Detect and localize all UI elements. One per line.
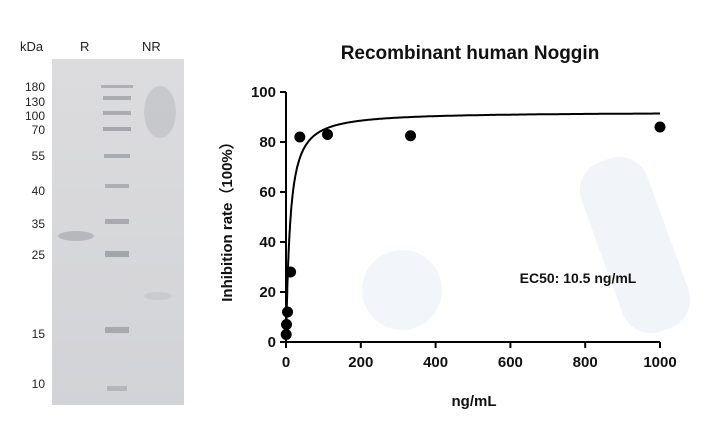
gel-marker-labels: 180 130 100 70 55 40 35 25 15 10 [25,80,45,391]
gel-panel: kDa R NR 180 130 100 70 55 40 [20,39,184,405]
data-point [654,121,666,133]
x-tick-label: 800 [573,354,598,371]
x-tick-label: 600 [498,354,523,371]
x-tick-label: 200 [348,354,373,371]
ladder-band [105,327,129,333]
chart: Recombinant human Noggin 0 20 40 60 80 100 0 2… [218,43,677,410]
marker-label-55: 55 [32,149,46,163]
x-axis: 0 200 400 600 800 1000 [282,341,677,371]
ladder-band [105,184,129,188]
y-tick-label: 20 [259,284,276,301]
band-nonreduced [144,86,176,138]
y-tick-label: 40 [259,234,276,251]
data-point [282,306,294,318]
data-point [294,131,306,143]
band-reduced [58,231,94,241]
gel-lane-label-r: R [80,39,89,54]
gel-unit-label: kDa [20,39,44,54]
watermark [362,156,691,334]
x-tick-label: 400 [423,354,448,371]
marker-label-70: 70 [32,123,46,137]
ladder-band [103,111,131,115]
ladder-band [107,386,127,391]
marker-label-40: 40 [32,184,46,198]
ladder-band [103,96,131,100]
ec50-annotation: EC50: 10.5 ng/mL [520,270,637,286]
y-tick-label: 100 [251,84,276,101]
ladder-lane [101,85,133,391]
x-tick-label: 1000 [643,354,676,371]
marker-label-130: 130 [25,95,45,109]
y-axis: 0 20 40 60 80 100 [251,84,287,351]
band-nonreduced-faint [144,292,172,300]
gel-lane-label-nr: NR [142,39,161,54]
ladder-band [101,85,133,88]
fit-curve [285,112,660,342]
marker-label-25: 25 [32,248,46,262]
ladder-band [105,219,129,224]
data-point [405,130,417,142]
y-tick-label: 60 [259,184,276,201]
x-axis-label: ng/mL [452,393,497,410]
marker-label-10: 10 [32,377,46,391]
y-axis-label: Inhibition rate（100%） [218,134,236,302]
data-point [280,329,292,340]
ladder-band [104,154,130,158]
marker-label-15: 15 [32,327,46,341]
y-tick-label: 0 [268,334,276,351]
ladder-band [105,251,129,257]
data-point [285,266,297,278]
marker-label-180: 180 [25,80,45,94]
data-point [322,129,334,140]
chart-title: Recombinant human Noggin [341,43,600,64]
marker-label-100: 100 [25,109,45,123]
data-point [281,319,293,330]
data-points [280,121,666,340]
x-tick-label: 0 [282,354,290,371]
ladder-band [103,127,131,131]
marker-label-35: 35 [32,217,46,231]
y-tick-label: 80 [259,134,276,151]
